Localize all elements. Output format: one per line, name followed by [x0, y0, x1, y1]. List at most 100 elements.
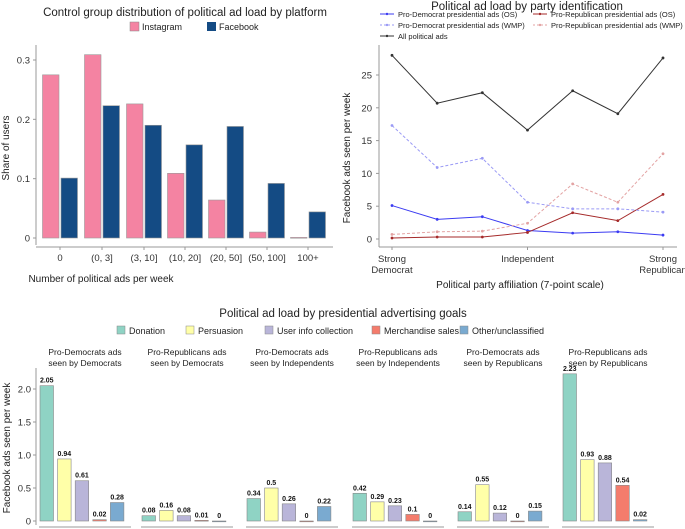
- y-tick-label: 0: [25, 234, 30, 245]
- y-tick-label: 5: [367, 202, 372, 213]
- data-point: [661, 233, 665, 237]
- data-point: [571, 231, 575, 235]
- platform-chart: Control group distribution of political …: [1, 7, 333, 285]
- y-tick-label: 1.5: [18, 418, 31, 429]
- data-point: [616, 219, 620, 223]
- bar-persuasion: [580, 459, 595, 522]
- party-chart: Political ad load by party identificatio…: [342, 1, 685, 291]
- value-label: 0.26: [282, 496, 296, 503]
- legend-label: Donation: [129, 326, 165, 336]
- bar-donation: [352, 492, 367, 522]
- data-point: [435, 166, 439, 169]
- panel-title: Pro-Democrats ads: [255, 347, 328, 357]
- bar-merchandise-sales: [92, 519, 107, 522]
- data-point: [571, 182, 575, 186]
- data-point: [390, 233, 394, 236]
- bar-instagram: [42, 74, 60, 239]
- bar-persuasion: [264, 487, 279, 522]
- legend-swatch: [459, 325, 469, 335]
- goals-chart: Political ad load by presidential advert…: [2, 308, 654, 528]
- bar-donation: [246, 498, 261, 522]
- value-label: 0.14: [458, 504, 472, 511]
- y-tick-label: 0.1: [17, 174, 30, 185]
- panel-title: Pro-Democrats ads: [466, 347, 539, 357]
- data-point: [480, 235, 484, 239]
- value-label: 0: [516, 513, 520, 520]
- panel-title: seen by Independents: [356, 358, 440, 368]
- legend-marker: [385, 12, 389, 16]
- value-label: 2.05: [40, 378, 54, 385]
- bar-merchandise-sales: [405, 514, 420, 522]
- panel-title: seen by Independents: [250, 358, 334, 368]
- bar-instagram: [126, 103, 144, 239]
- series-line: [391, 125, 664, 213]
- value-label: 0.1: [408, 506, 418, 513]
- bar-persuasion: [159, 510, 174, 522]
- value-label: 0.15: [528, 503, 542, 510]
- panel-title: seen by Democrats: [150, 358, 223, 368]
- platform-chart-ylabel: Share of users: [1, 115, 12, 180]
- data-point: [435, 101, 439, 105]
- data-point: [571, 89, 575, 93]
- legend-label-instagram: Instagram: [142, 22, 182, 32]
- series-line: [391, 54, 664, 131]
- bar-persuasion: [475, 484, 490, 522]
- x-tick-label: (50, 100]: [248, 253, 286, 264]
- bar-other-unclassified: [528, 510, 543, 522]
- bar-donation: [457, 511, 472, 522]
- value-label: 0.16: [160, 502, 174, 509]
- data-point: [526, 128, 529, 132]
- data-point: [616, 112, 620, 116]
- legend-label: Pro-Republican presidential ads (OS): [551, 10, 676, 19]
- legend-marker: [385, 34, 389, 38]
- bar-donation: [141, 515, 156, 522]
- bar-donation: [562, 373, 577, 522]
- value-label: 0.5: [266, 480, 276, 487]
- legend-swatch-facebook: [207, 22, 216, 31]
- value-label: 0.88: [598, 455, 612, 462]
- legend-swatch-instagram: [129, 21, 140, 32]
- data-point: [435, 230, 439, 234]
- platform-chart-xlabel: Number of political ads per week: [28, 274, 174, 285]
- x-tick-label: 0: [57, 253, 62, 264]
- data-point: [616, 200, 620, 204]
- legend-label: Pro-Republican presidential ads (WMP): [551, 21, 683, 30]
- x-tick-label: (0, 3]: [91, 253, 113, 264]
- value-label: 2.23: [563, 366, 577, 373]
- data-point: [480, 215, 484, 219]
- data-point: [661, 210, 665, 214]
- bar-facebook: [308, 211, 326, 239]
- value-label: 0.02: [633, 512, 647, 519]
- data-point: [526, 200, 529, 204]
- bar-instagram: [208, 199, 226, 239]
- value-label: 0.28: [110, 495, 124, 502]
- bar-persuasion: [57, 458, 72, 522]
- legend-marker: [538, 23, 542, 27]
- bar-instagram: [249, 231, 267, 239]
- party-chart-ylabel: Facebook ads seen per week: [342, 92, 353, 224]
- value-label: 0.34: [247, 491, 261, 498]
- bar-user-info-collection: [176, 515, 191, 522]
- y-tick-label: 20: [361, 103, 372, 114]
- legend-label: User info collection: [277, 326, 353, 336]
- y-tick-label: 25: [361, 71, 372, 82]
- y-tick-label: 0: [367, 235, 372, 246]
- data-point: [390, 236, 394, 240]
- x-tick-label: Independent: [501, 254, 554, 265]
- value-label: 0.02: [93, 512, 107, 519]
- legend-swatch: [185, 325, 195, 335]
- value-label: 0.61: [75, 473, 89, 480]
- value-label: 0.93: [581, 452, 595, 459]
- legend-label: Pro-Democrat presidential ads (OS): [398, 10, 518, 19]
- bar-facebook: [185, 144, 203, 239]
- legend-swatch: [116, 325, 126, 335]
- legend-marker: [385, 23, 389, 27]
- legend-swatch: [371, 325, 381, 335]
- bar-merchandise-sales: [299, 520, 314, 523]
- data-point: [390, 204, 394, 207]
